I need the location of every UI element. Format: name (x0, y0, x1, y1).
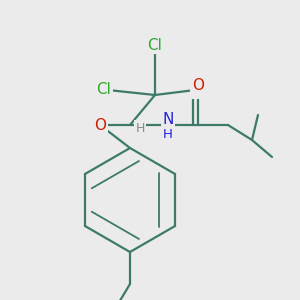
Text: Cl: Cl (192, 82, 206, 98)
Text: N: N (162, 112, 174, 128)
Text: Cl: Cl (148, 38, 162, 52)
Text: H: H (135, 122, 145, 134)
Text: O: O (192, 77, 204, 92)
Text: O: O (94, 118, 106, 133)
Text: H: H (163, 128, 173, 142)
Text: Cl: Cl (97, 82, 111, 98)
